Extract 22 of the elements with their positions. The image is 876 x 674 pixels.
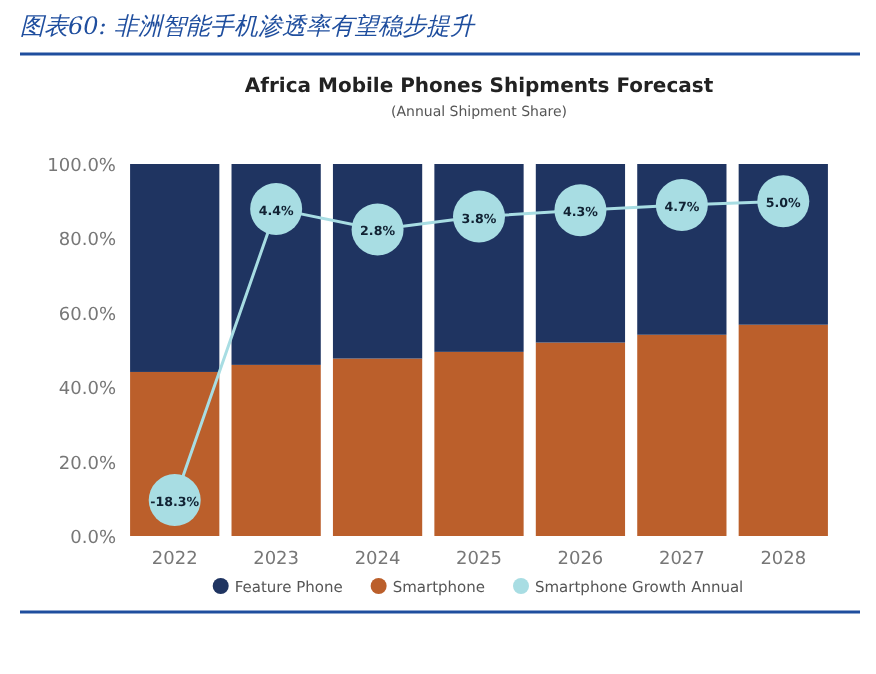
y-tick-label: 80.0% xyxy=(58,231,117,252)
bar xyxy=(434,351,524,536)
bar xyxy=(130,164,220,372)
x-tick-label: 2025 xyxy=(456,550,502,570)
bar xyxy=(738,324,828,536)
x-tick-label: 2027 xyxy=(658,550,705,570)
x-tick-label: 2022 xyxy=(151,550,198,570)
x-tick-label: 2028 xyxy=(760,550,807,570)
y-tick-label: 20.0% xyxy=(58,454,117,475)
bar xyxy=(637,334,727,536)
y-tick-label: 40.0% xyxy=(58,380,117,401)
bar xyxy=(332,358,423,536)
text: 图表60: 非洲智能手机渗透率有望稳步提升 xyxy=(20,12,477,40)
y-tick-label: 100.0% xyxy=(47,157,117,177)
y-tick-label: 60.0% xyxy=(58,305,117,326)
x-tick-label: 2026 xyxy=(557,550,604,570)
x-tick-label: 2023 xyxy=(253,550,300,570)
y-tick-label: 0.0% xyxy=(70,529,117,549)
chart-title: Africa Mobile Phones Shipments Forecast xyxy=(244,76,714,98)
x-tick-label: 2024 xyxy=(354,550,402,570)
bar xyxy=(535,342,626,536)
bar xyxy=(231,364,321,536)
